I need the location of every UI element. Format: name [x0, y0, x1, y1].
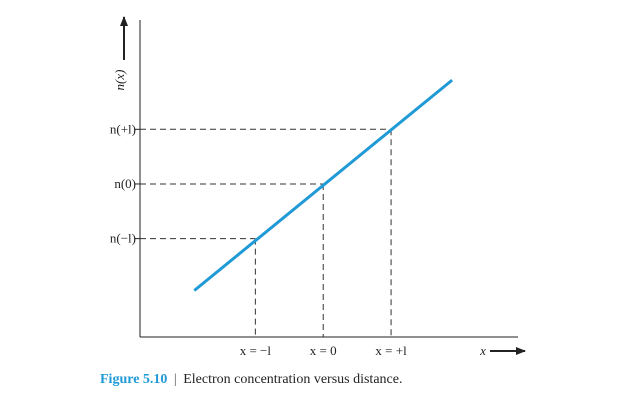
- series-line: [193, 78, 454, 292]
- x-tick-label: x = −l: [240, 343, 272, 358]
- figure-label: Figure 5.10: [100, 372, 168, 387]
- caption-text: Electron concentration versus distance.: [183, 372, 403, 387]
- x-axis-label: x: [479, 343, 486, 358]
- axes: [120, 16, 526, 355]
- y-tick-label: n(0): [114, 176, 136, 191]
- y-tick-label: n(+l): [110, 121, 136, 136]
- guide-lines: [140, 128, 392, 337]
- y-axis-label: n(x): [112, 70, 127, 91]
- figure-caption: Figure 5.10 | Electron concentration ver…: [100, 372, 402, 388]
- y-tick-label: n(−l): [110, 231, 136, 246]
- caption-separator: |: [173, 372, 177, 387]
- x-tick-label: x = +l: [375, 343, 407, 358]
- series-layer: [193, 78, 454, 292]
- x-tick-label: x = 0: [310, 343, 337, 358]
- tick-labels: n(x) x n(−l) n(0) n(+l) x = −l x = 0 x = +l: [110, 70, 486, 358]
